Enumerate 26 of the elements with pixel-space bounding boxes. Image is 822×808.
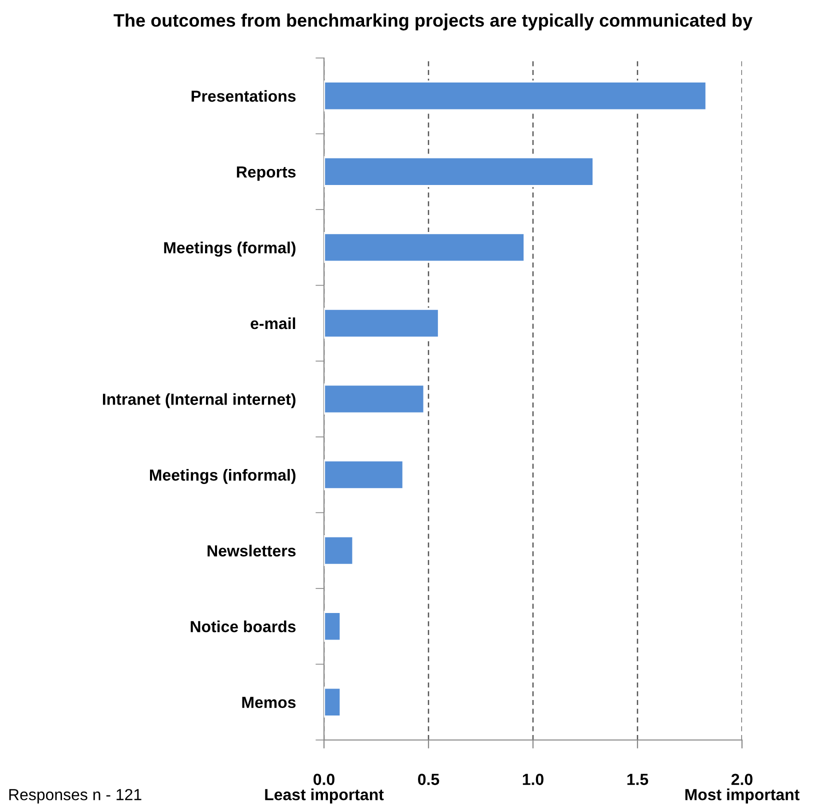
y-tick-label: e-mail — [250, 317, 296, 330]
y-tick-label: Newsletters — [208, 544, 296, 556]
y-tick-label: Presentations — [192, 90, 296, 102]
chart-title: The outcomes from benchmarking projects are typically communicated by — [114, 14, 752, 30]
x-tick-label: 0.0 — [314, 774, 334, 786]
text: Responses n - 121 — [9, 788, 142, 804]
bar — [324, 686, 342, 718]
bar — [324, 535, 354, 566]
y-tick-label: Meetings (informal) — [150, 468, 296, 484]
bar — [324, 232, 526, 263]
y-tick-label: Memos — [242, 696, 296, 708]
x-tick-label: 2.0 — [731, 774, 752, 786]
y-tick-label: Meetings (formal) — [164, 242, 296, 257]
bar — [324, 384, 426, 414]
bar — [324, 308, 440, 339]
x-tick-label: 1.0 — [522, 774, 544, 786]
text: Most important — [685, 788, 800, 804]
y-tick-label: Notice boards — [190, 620, 296, 632]
text: Least important — [265, 788, 384, 804]
y-tick-label: Reports — [236, 166, 296, 181]
x-tick-label: 1.5 — [627, 774, 648, 786]
x-tick-label: 0.5 — [418, 774, 440, 786]
y-tick-label: Intranet (Internal internet) — [102, 393, 296, 408]
bar — [324, 459, 404, 490]
bar — [324, 156, 595, 188]
bar — [324, 610, 342, 642]
